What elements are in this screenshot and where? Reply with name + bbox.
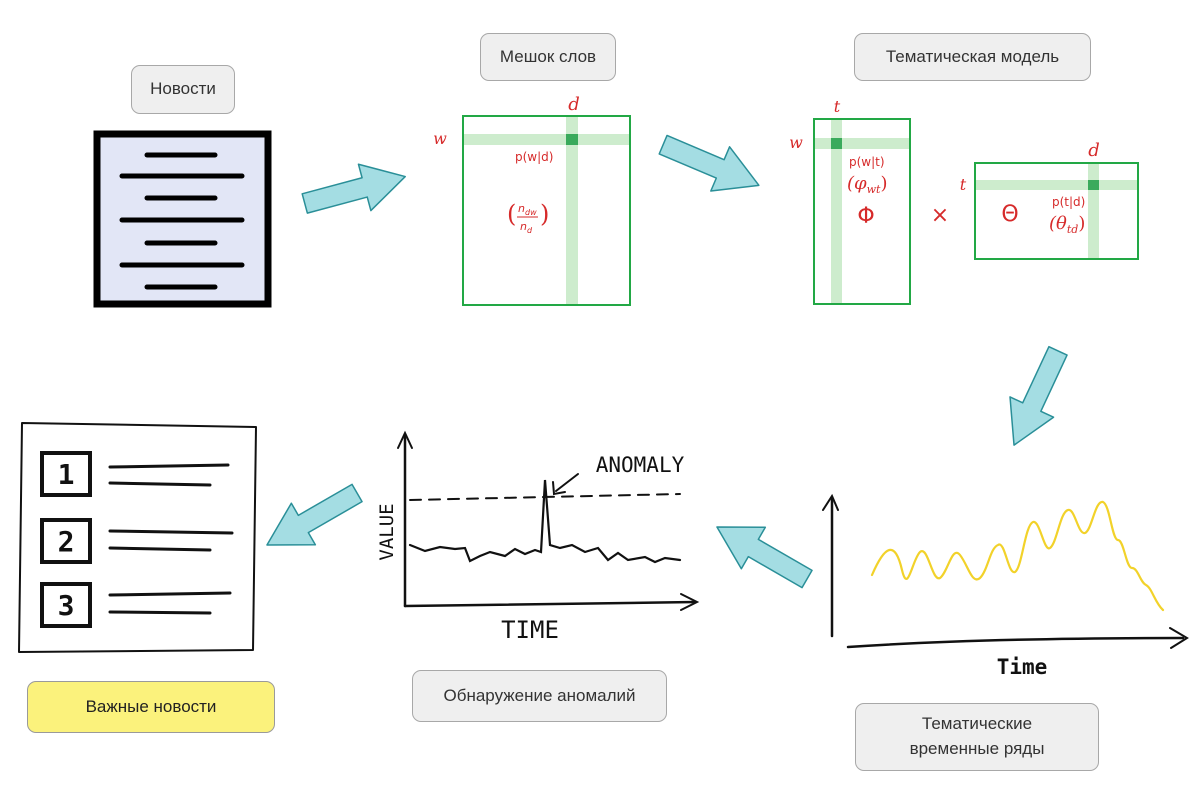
label-topic-model: Тематическая модель [854, 33, 1091, 81]
svg-text:(: ( [507, 200, 516, 228]
arrow-right-icon [301, 163, 406, 214]
value-axis-label: VALUE [376, 503, 398, 560]
word-frequency-ratio: ( ndw nd ) [507, 200, 549, 235]
matrix-row-label: w [789, 133, 803, 152]
rank-number: 1 [58, 458, 75, 491]
theta-matrix: d t p(t|d) (θtd) Θ [960, 140, 1139, 260]
label-anomaly-detection: Обнаружение аномалий [412, 670, 667, 722]
arrow-right-icon [658, 134, 760, 192]
label-bag-of-words: Мешок слов [480, 33, 616, 81]
matrix-parameter: (θtd) [1049, 213, 1085, 236]
theta-symbol: Θ [1001, 202, 1018, 227]
svg-text:nd: nd [520, 220, 533, 235]
matrix-col-label: d [1088, 140, 1100, 161]
multiply-sign: × [931, 203, 949, 228]
ranked-news-list: 1 2 3 [18, 422, 257, 653]
bag-of-words-matrix: d w p(w|d) ( ndw nd ) [433, 94, 631, 306]
topic-series-line [870, 500, 1165, 612]
matrix-col-label: d [568, 94, 580, 115]
matrix-col-label: t [834, 97, 841, 116]
phi-symbol: Φ [857, 204, 874, 229]
matrix-cell-label: p(w|d) [515, 150, 553, 164]
anomaly-annotation: ANOMALY [596, 453, 685, 477]
topic-time-series-chart: Time [822, 493, 1189, 679]
matrix-row-label: t [960, 175, 967, 194]
svg-text:): ) [540, 200, 549, 228]
label-news: Новости [131, 65, 235, 114]
label-important-news: Важные новости [27, 681, 275, 733]
list-item: 2 [40, 518, 234, 564]
rank-number: 2 [58, 525, 75, 558]
news-document-icon [93, 130, 272, 308]
time-axis-label: Time [997, 655, 1048, 679]
svg-text:ndw: ndw [518, 202, 537, 217]
rank-number: 3 [58, 589, 75, 622]
matrix-parameter: (φwt) [847, 173, 888, 196]
anomaly-detection-chart: ANOMALY TIME VALUE [376, 430, 700, 644]
matrix-cell-label: p(w|t) [849, 155, 885, 169]
anomaly-series-line [408, 479, 682, 564]
arrow-left-icon [266, 483, 363, 546]
time-axis-label: TIME [501, 616, 559, 644]
label-topic-time-series: Тематические временные ряды [855, 703, 1099, 771]
arrow-left-icon [716, 526, 813, 589]
matrix-cell-label: p(t|d) [1052, 195, 1085, 209]
list-item: 3 [40, 582, 232, 628]
list-item: 1 [40, 451, 230, 497]
arrow-down-icon [1009, 345, 1068, 446]
phi-matrix: t w p(w|t) (φwt) Φ [789, 97, 911, 305]
matrix-row-label: w [433, 129, 447, 148]
